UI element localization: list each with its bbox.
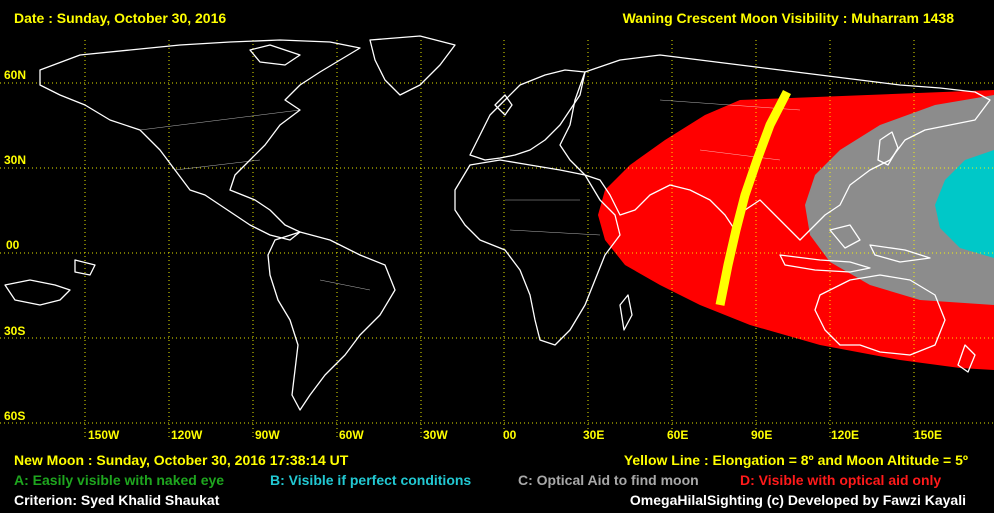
lon-label-150w: 150W [88, 428, 120, 442]
zone-b-perfect-conditions [935, 150, 994, 258]
yellow-line-legend: Yellow Line : Elongation = 8º and Moon A… [623, 452, 968, 468]
legend-b-perfect-conditions: B: Visible if perfect conditions [270, 472, 472, 488]
yellow-line-elongation-altitude [715, 89, 792, 306]
lat-label-30n: 30N [4, 153, 27, 167]
legend-d-optical-aid-only: D: Visible with optical aid only [740, 472, 942, 488]
map-title: Waning Crescent Moon Visibility : Muharr… [622, 10, 954, 26]
lon-label-150e: 150E [914, 428, 943, 442]
coastlines [4, 35, 991, 411]
new-moon-label: New Moon : Sunday, October 30, 2016 17:3… [14, 452, 349, 468]
lon-label-90w: 90W [255, 428, 280, 442]
date-label: Date : Sunday, October 30, 2016 [14, 10, 227, 26]
lon-label-30w: 30W [423, 428, 448, 442]
lon-label-60w: 60W [339, 428, 364, 442]
lon-label-00: 00 [503, 428, 517, 442]
lat-label-equator: 00 [6, 238, 20, 252]
lon-label-90e: 90E [751, 428, 773, 442]
lon-label-120e: 120E [831, 428, 860, 442]
lat-label-30s: 30S [4, 324, 26, 338]
lon-label-30e: 30E [583, 428, 605, 442]
lon-label-60e: 60E [667, 428, 689, 442]
criterion-label: Criterion: Syed Khalid Shaukat [14, 492, 220, 508]
credit-label: OmegaHilalSighting (c) Developed by Fawz… [629, 492, 966, 508]
lon-label-120w: 120W [171, 428, 203, 442]
legend-c-optical-aid-find: C: Optical Aid to find moon [518, 472, 699, 488]
lat-label-60s: 60S [4, 409, 26, 423]
lat-label-60n: 60N [4, 68, 27, 82]
grid-lines [0, 40, 994, 440]
legend-a-naked-eye: A: Easily visible with naked eye [14, 472, 225, 488]
